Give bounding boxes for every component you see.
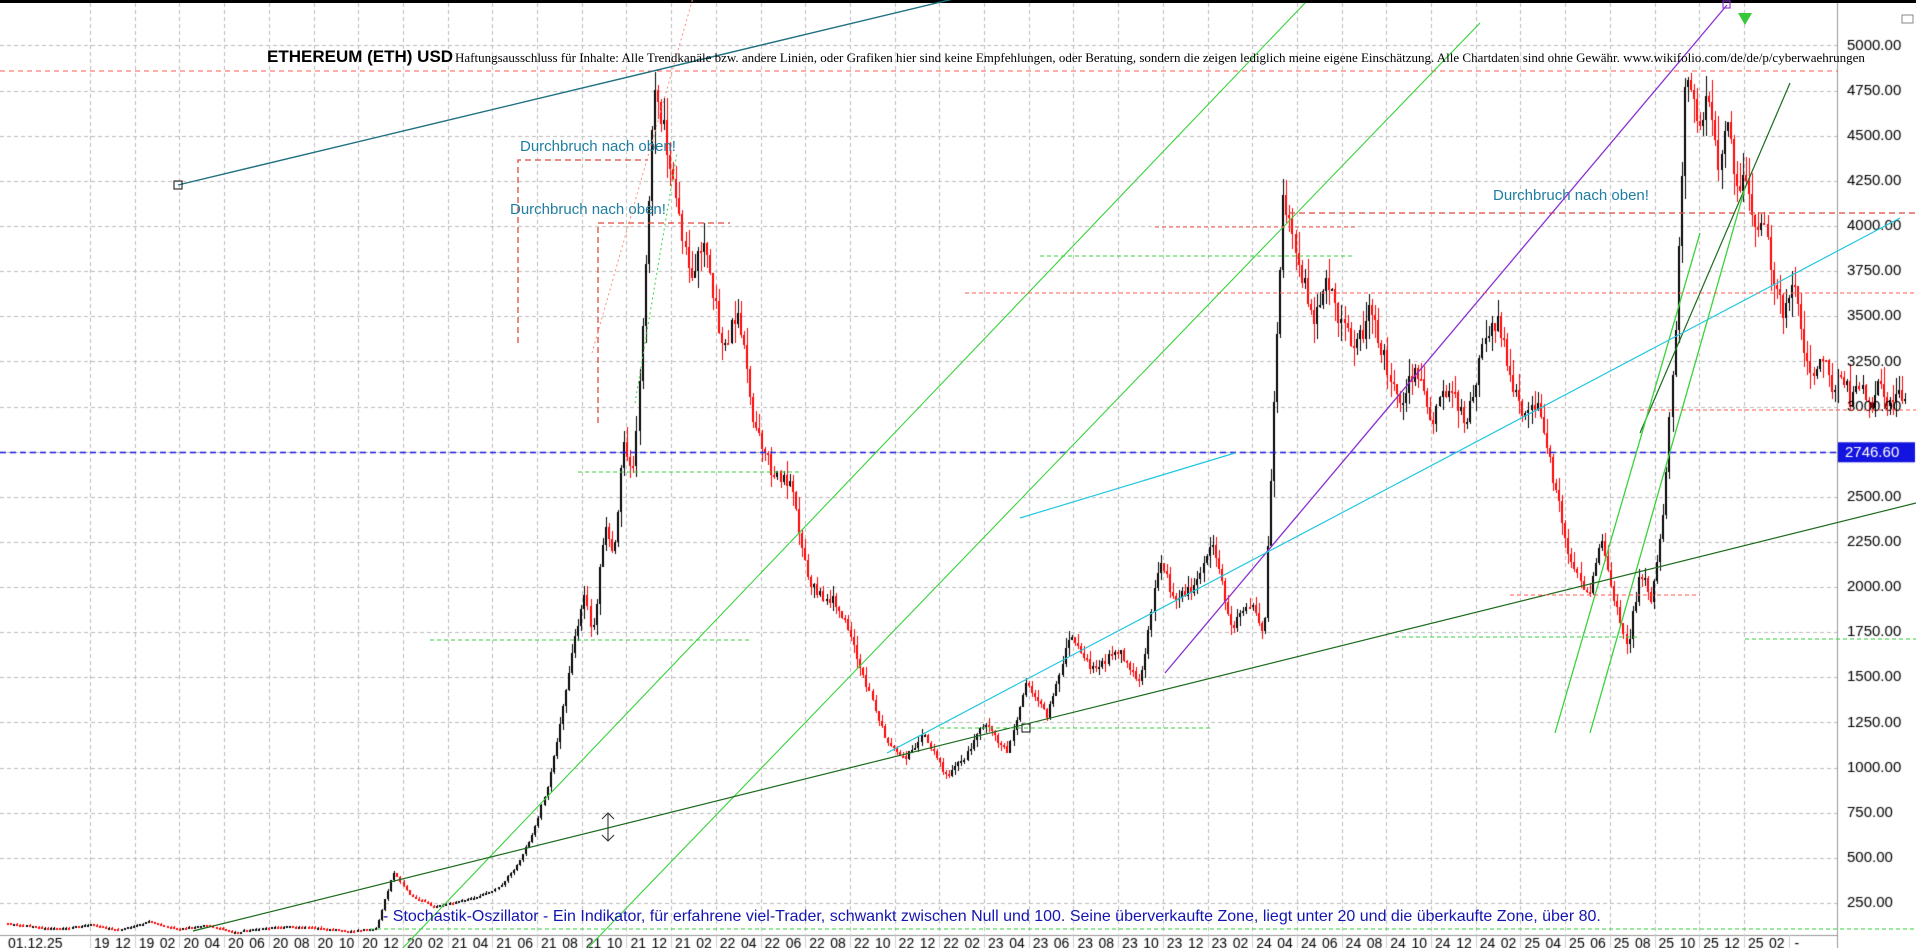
svg-text:- Stochastik-Oszillator - Ein: - Stochastik-Oszillator - Ein Indikator,… xyxy=(383,908,1601,925)
svg-text:Durchbruch nach oben!: Durchbruch nach oben! xyxy=(510,201,666,218)
